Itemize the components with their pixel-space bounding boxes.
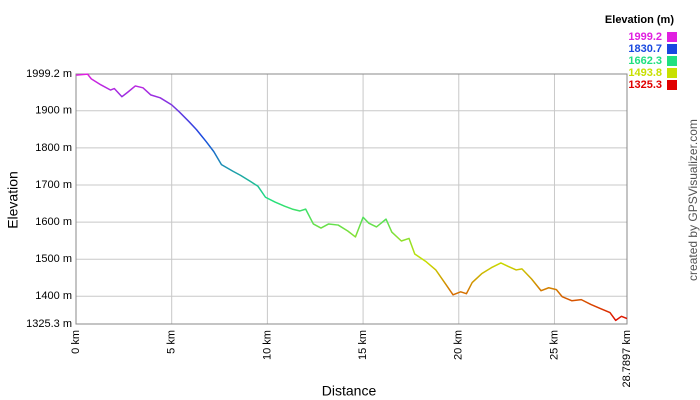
x-tick-label: 10 km (261, 330, 273, 360)
y-axis-label: Elevation (5, 171, 21, 229)
y-tick-label: 1900 m (35, 105, 72, 117)
y-tick-label: 1325.3 m (26, 318, 72, 330)
credit: created by GPSVisualizer.com (686, 119, 700, 281)
x-axis-label: Distance (322, 383, 377, 399)
y-tick-label: 1999.2 m (26, 68, 72, 80)
y-tick-label: 1700 m (35, 179, 72, 191)
x-tick-label: 28.7897 km (621, 330, 633, 387)
x-tick-label: 5 km (166, 330, 178, 354)
elevation-line (75, 73, 628, 322)
y-tick-label: 1400 m (35, 290, 72, 302)
legend-label: 1662.3 (628, 55, 662, 67)
x-tick-label: 25 km (548, 330, 560, 360)
legend-title: Elevation (m) (605, 14, 674, 26)
legend-swatch (667, 56, 677, 66)
y-tick-label: 1800 m (35, 142, 72, 154)
y-tick-label: 1600 m (35, 216, 72, 228)
y-tick-label: 1500 m (35, 253, 72, 265)
legend-swatch (667, 44, 677, 54)
legend-swatch (667, 68, 677, 78)
legend-label: 1999.2 (628, 31, 662, 43)
x-tick-label: 15 km (357, 330, 369, 360)
legend-label: 1830.7 (628, 43, 662, 55)
legend-swatch (667, 80, 677, 90)
x-tick-label: 20 km (453, 330, 465, 360)
legend-swatch (667, 32, 677, 42)
plot-border (75, 73, 628, 325)
legend-label: 1493.8 (628, 67, 662, 79)
legend-label: 1325.3 (628, 79, 662, 91)
x-tick-label: 0 km (70, 330, 82, 354)
